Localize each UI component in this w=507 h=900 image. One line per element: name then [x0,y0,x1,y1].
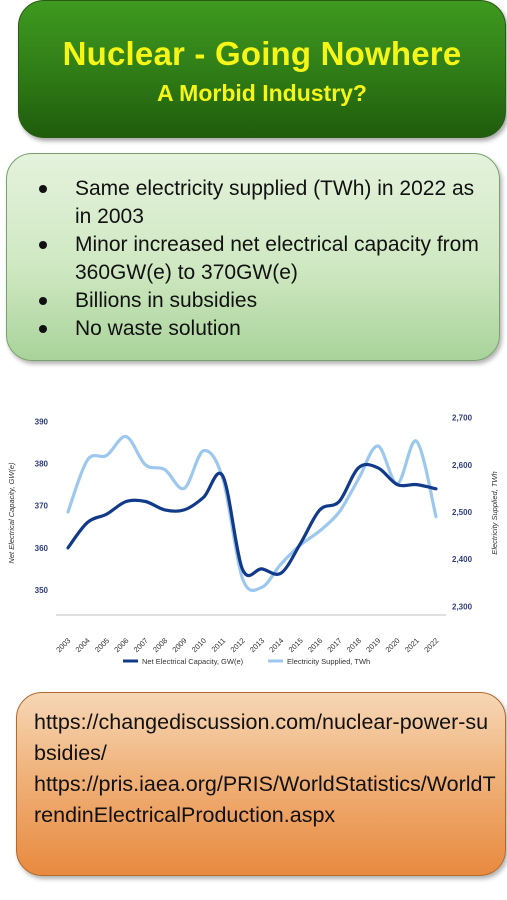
legend-label-net-capacity: Net Electrical Capacity, GW(e) [142,657,244,666]
sources-text: https://changediscussion.com/nuclear-pow… [34,707,496,831]
y-tick-label: 390 [35,417,49,426]
x-tick-label: 2021 [403,636,421,654]
nuclear-trend-chart: 350 360 370 380 390 2,300 2,400 2,500 2,600 2,700… [7,414,499,666]
series-line-net-capacity [66,462,438,578]
bullet-icon [39,185,47,193]
key-point-text: Minor increased net electrical capacity … [75,233,479,284]
x-tick-label: 2008 [151,636,169,654]
legend-label-electricity-supplied: Electricity Supplied, TWh [287,657,370,666]
x-tick-label: 2009 [170,636,188,654]
y-tick-label: 350 [35,586,49,595]
x-tick-label: 2010 [190,636,208,654]
y2-tick-label: 2,300 [452,602,473,611]
x-tick-label: 2016 [306,636,324,654]
key-point-text: No waste solution [75,317,241,340]
y2-tick-label: 2,600 [452,461,473,470]
x-tick-label: 2006 [112,636,130,654]
x-tick-label: 2003 [54,636,72,654]
y-tick-label: 360 [35,544,49,553]
y-tick-label: 380 [35,460,49,469]
key-point: No waste solution [31,315,491,343]
key-point: Minor increased net electrical capacity … [31,231,491,287]
x-tick-label: 2020 [384,636,402,654]
x-tick-label: 2014 [267,636,285,654]
x-tick-label: 2017 [325,636,343,654]
y2-axis-title: Electricity Supplied, TWh [490,471,499,554]
x-tick-label: 2005 [93,636,111,654]
bullet-icon [39,241,47,249]
chart-container: 350 360 370 380 390 2,300 2,400 2,500 2,600 2,700… [0,395,507,685]
y2-tick-label: 2,500 [452,508,473,517]
x-tick-label: 2007 [132,636,150,654]
key-point-text: Billions in subsidies [75,289,258,312]
key-point: Same electricity supplied (TWh) in 2022 … [31,175,491,231]
x-tick-label: 2004 [74,636,92,654]
x-tick-label: 2012 [229,636,247,654]
bullet-icon [39,325,47,333]
source-link[interactable]: https://pris.iaea.org/PRIS/WorldStatisti… [34,772,496,827]
key-point-text: Same electricity supplied (TWh) in 2022 … [75,177,475,228]
x-tick-label: 2018 [345,636,363,654]
x-tick-label: 2022 [422,636,440,654]
x-tick-label: 2013 [248,636,266,654]
x-tick-label: 2011 [210,636,228,654]
key-point: Billions in subsidies [31,287,491,315]
bullet-icon [39,297,47,305]
sources-panel: https://changediscussion.com/nuclear-pow… [16,692,506,876]
key-points-panel: Same electricity supplied (TWh) in 2022 … [6,153,500,361]
title-banner: Nuclear - Going Nowhere A Morbid Industr… [18,0,506,138]
y-axis-title: Net Electrical Capacity, GW(e) [7,462,16,564]
x-tick-label: 2019 [364,636,382,654]
page-subtitle: A Morbid Industry? [157,80,367,106]
page-title: Nuclear - Going Nowhere [62,35,462,72]
y2-tick-label: 2,400 [452,555,473,564]
x-tick-label: 2015 [287,636,305,654]
key-points-list: Same electricity supplied (TWh) in 2022 … [31,175,491,343]
series-line-electricity-supplied [66,435,438,592]
y-tick-label: 370 [35,502,49,511]
source-link[interactable]: https://changediscussion.com/nuclear-pow… [34,710,489,765]
y2-tick-label: 2,700 [452,414,473,423]
